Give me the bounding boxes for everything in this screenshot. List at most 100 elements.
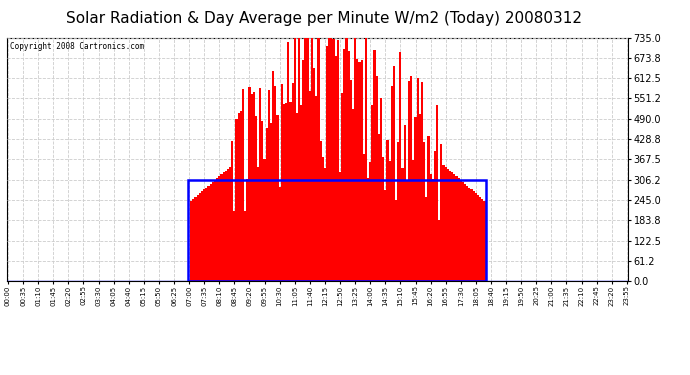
Bar	[335, 56, 337, 281]
Bar	[408, 81, 410, 281]
Bar	[417, 78, 419, 281]
Bar	[208, 186, 210, 281]
Bar	[466, 186, 469, 281]
Bar	[262, 121, 264, 281]
Bar	[227, 169, 229, 281]
Bar	[460, 180, 462, 281]
Bar	[393, 66, 395, 281]
Bar	[378, 134, 380, 281]
Bar	[375, 76, 378, 281]
Bar	[444, 167, 447, 281]
Bar	[324, 168, 326, 281]
Bar	[453, 174, 455, 281]
Bar	[462, 182, 464, 281]
Bar	[421, 82, 423, 281]
Bar	[291, 82, 294, 281]
Bar	[206, 188, 208, 281]
Bar	[201, 191, 203, 281]
Bar	[369, 162, 371, 281]
Bar	[429, 174, 432, 281]
Bar	[484, 201, 486, 281]
Bar	[300, 105, 302, 281]
Bar	[344, 49, 346, 281]
Bar	[367, 178, 369, 281]
Bar	[402, 168, 404, 281]
Bar	[348, 51, 350, 281]
Bar	[331, 38, 333, 281]
Bar	[216, 178, 218, 281]
Bar	[427, 136, 429, 281]
Bar	[477, 195, 479, 281]
Bar	[199, 193, 201, 281]
Bar	[281, 84, 283, 281]
Bar	[354, 38, 356, 281]
Bar	[264, 159, 266, 281]
Bar	[214, 180, 216, 281]
Bar	[279, 187, 281, 281]
Bar	[436, 105, 438, 281]
Bar	[250, 94, 253, 281]
Bar	[451, 172, 453, 281]
Bar	[248, 87, 250, 281]
Bar	[326, 46, 328, 281]
Bar	[410, 76, 412, 281]
Bar	[253, 92, 255, 281]
Text: Copyright 2008 Cartronics.com: Copyright 2008 Cartronics.com	[10, 42, 144, 51]
Bar	[270, 123, 272, 281]
Bar	[471, 189, 473, 281]
Bar	[386, 141, 388, 281]
Bar	[391, 86, 393, 281]
Bar	[285, 104, 287, 281]
Bar	[220, 174, 222, 281]
Bar	[400, 52, 402, 281]
Bar	[237, 114, 240, 281]
Bar	[339, 172, 341, 281]
Bar	[268, 90, 270, 281]
Bar	[311, 38, 313, 281]
Bar	[203, 189, 206, 281]
Bar	[306, 38, 308, 281]
Bar	[352, 109, 354, 281]
Bar	[457, 178, 460, 281]
Bar	[397, 142, 400, 281]
Bar	[328, 38, 331, 281]
Bar	[246, 178, 248, 281]
Bar	[315, 96, 317, 281]
Bar	[365, 38, 367, 281]
Bar	[356, 59, 358, 281]
Bar	[363, 154, 365, 281]
Bar	[188, 180, 486, 281]
Bar	[464, 184, 466, 281]
Bar	[272, 71, 274, 281]
Bar	[212, 182, 214, 281]
Bar	[304, 38, 306, 281]
Bar	[469, 188, 471, 281]
Bar	[438, 220, 440, 281]
Bar	[259, 88, 262, 281]
Bar	[337, 40, 339, 281]
Bar	[333, 39, 335, 281]
Bar	[360, 60, 363, 281]
Bar	[317, 38, 319, 281]
Bar	[482, 199, 484, 281]
Bar	[346, 38, 348, 281]
Bar	[395, 200, 397, 281]
Bar	[240, 111, 242, 281]
Bar	[242, 89, 244, 281]
Bar	[371, 105, 373, 281]
Bar	[308, 91, 311, 281]
Bar	[425, 197, 427, 281]
Bar	[283, 104, 285, 281]
Bar	[322, 158, 324, 281]
Text: Solar Radiation & Day Average per Minute W/m2 (Today) 20080312: Solar Radiation & Day Average per Minute…	[66, 11, 582, 26]
Bar	[473, 191, 475, 281]
Bar	[449, 171, 451, 281]
Bar	[266, 128, 268, 281]
Bar	[447, 169, 449, 281]
Bar	[341, 93, 344, 281]
Bar	[244, 211, 246, 281]
Bar	[455, 176, 457, 281]
Bar	[294, 38, 296, 281]
Bar	[289, 102, 291, 281]
Bar	[319, 141, 322, 281]
